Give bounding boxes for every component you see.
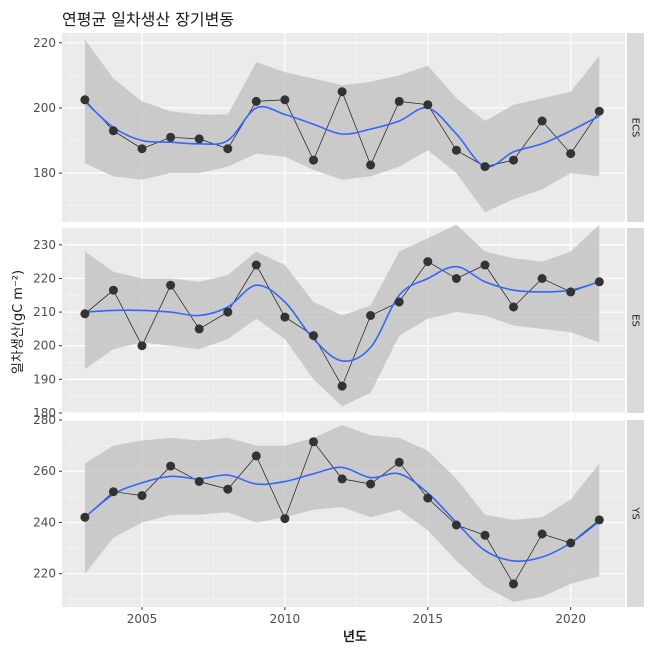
x-tick-label: 2005 — [127, 612, 158, 626]
data-point — [108, 126, 118, 136]
y-tick-label: 180 — [33, 406, 56, 420]
data-point — [80, 309, 90, 319]
data-point — [566, 149, 576, 159]
y-axis-title: 일차생산(gC m⁻²) — [11, 270, 26, 374]
data-point — [480, 260, 490, 270]
y-tick-label: 260 — [33, 464, 56, 478]
data-point — [251, 96, 261, 106]
data-point — [509, 579, 518, 589]
data-point — [537, 529, 547, 539]
confidence-band — [84, 39, 600, 213]
data-point — [194, 477, 204, 486]
y-tick-label: 200 — [33, 101, 56, 115]
data-point — [566, 538, 576, 548]
confidence-band — [84, 224, 600, 407]
data-point — [166, 132, 176, 142]
data-point — [280, 514, 290, 524]
data-point — [423, 257, 433, 267]
data-point — [251, 260, 261, 270]
data-point — [223, 144, 233, 154]
data-point — [480, 530, 490, 540]
x-axis-title: 년도 — [343, 630, 367, 645]
data-point — [451, 274, 461, 283]
data-point — [451, 145, 461, 155]
data-point — [337, 474, 347, 484]
chart-title: 연평균 일차생산 장기변동 — [62, 10, 234, 29]
y-tick-label: 220 — [33, 567, 56, 581]
data-point — [366, 479, 376, 489]
data-point — [480, 162, 490, 172]
data-point — [137, 144, 147, 154]
data-point — [337, 87, 347, 97]
data-point — [394, 96, 404, 106]
data-point — [223, 484, 233, 494]
facet-strip-label: YS — [630, 506, 641, 519]
data-point — [80, 512, 90, 522]
x-tick-label: 2010 — [270, 612, 301, 626]
data-point — [194, 324, 204, 334]
y-tick-label: 200 — [33, 339, 56, 353]
facet-strip-label: ECS — [630, 118, 641, 138]
y-tick-label: 230 — [33, 238, 56, 252]
data-point — [594, 106, 604, 116]
data-point — [366, 311, 376, 320]
data-point — [223, 307, 233, 317]
smooth-line — [84, 265, 600, 362]
data-point — [309, 437, 318, 447]
data-point — [309, 155, 318, 165]
facet-strip — [627, 228, 644, 413]
facet-ys: 220 240 260 280 YS — [33, 413, 644, 607]
y-tick-label: 220 — [33, 36, 56, 50]
x-axis: 2005 2010 2015 2020 — [127, 607, 586, 626]
x-tick-label: 2020 — [555, 612, 586, 626]
data-point — [309, 331, 318, 341]
facet-panels: 180 200 220 ECS 180 190 200 210 220 230 ES 220 240 26… — [33, 33, 644, 607]
data-point — [194, 134, 204, 144]
data-point — [594, 277, 604, 287]
data-point — [509, 302, 518, 312]
data-point — [337, 381, 347, 391]
data-point — [166, 280, 176, 290]
data-point — [280, 95, 290, 105]
data-point — [423, 493, 433, 503]
data-point — [537, 116, 547, 126]
facet-es: 180 190 200 210 220 230 ES — [33, 224, 644, 420]
confidence-band — [84, 425, 600, 602]
y-tick-label: 210 — [33, 305, 56, 319]
data-point — [108, 487, 118, 497]
smooth-line — [84, 466, 600, 562]
data-point — [108, 285, 118, 295]
data-point — [566, 287, 576, 297]
data-point — [423, 100, 433, 110]
data-point — [394, 297, 404, 307]
facet-strip — [627, 420, 644, 607]
y-tick-label: 190 — [33, 372, 56, 386]
data-point — [509, 155, 518, 165]
data-point — [451, 520, 461, 530]
x-tick-label: 2015 — [413, 612, 444, 626]
y-tick-label: 280 — [33, 413, 56, 427]
facet-strip-label: ES — [630, 314, 641, 327]
y-tick-label: 240 — [33, 515, 56, 529]
smooth-line — [84, 100, 600, 168]
data-point — [166, 461, 176, 471]
facet-ecs: 180 200 220 ECS — [33, 33, 644, 222]
data-point — [280, 312, 290, 322]
data-point — [394, 457, 404, 467]
data-point — [137, 341, 147, 351]
data-point — [366, 160, 376, 170]
facet-strip — [627, 33, 644, 222]
data-point — [251, 451, 261, 461]
y-tick-label: 220 — [33, 271, 56, 285]
data-point — [594, 515, 604, 525]
y-tick-label: 180 — [33, 166, 56, 180]
data-point — [137, 491, 147, 501]
data-point — [537, 274, 547, 283]
data-point — [80, 95, 90, 105]
